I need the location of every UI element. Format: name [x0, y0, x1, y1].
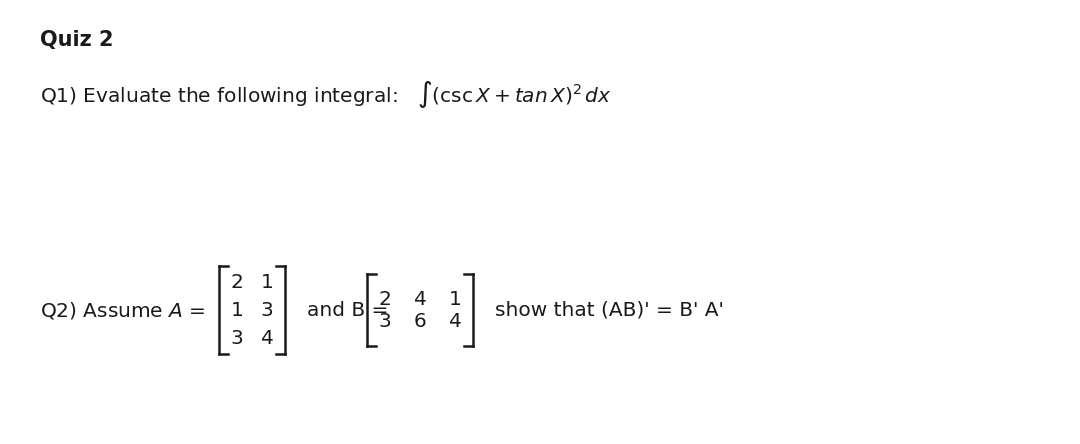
- Text: 1: 1: [230, 301, 243, 320]
- Text: 1: 1: [448, 289, 461, 309]
- Text: 4: 4: [414, 289, 427, 309]
- Text: Q2) Assume $A$ =: Q2) Assume $A$ =: [40, 300, 205, 321]
- Text: 2: 2: [230, 273, 243, 292]
- Text: Quiz 2: Quiz 2: [40, 30, 113, 50]
- Text: and B =: and B =: [307, 301, 389, 320]
- Text: 4: 4: [260, 329, 273, 348]
- Text: Q1) Evaluate the following integral:   $\int(\mathrm{csc}\,X + \mathit{tan}\,X)^: Q1) Evaluate the following integral: $\i…: [40, 78, 611, 110]
- Text: 2: 2: [379, 289, 391, 309]
- Text: 3: 3: [379, 312, 391, 330]
- Text: 4: 4: [448, 312, 461, 330]
- Text: show that (AB)' = B' A': show that (AB)' = B' A': [495, 301, 724, 320]
- Text: 3: 3: [231, 329, 243, 348]
- Text: 3: 3: [260, 301, 273, 320]
- Text: 6: 6: [414, 312, 427, 330]
- Text: 1: 1: [260, 273, 273, 292]
